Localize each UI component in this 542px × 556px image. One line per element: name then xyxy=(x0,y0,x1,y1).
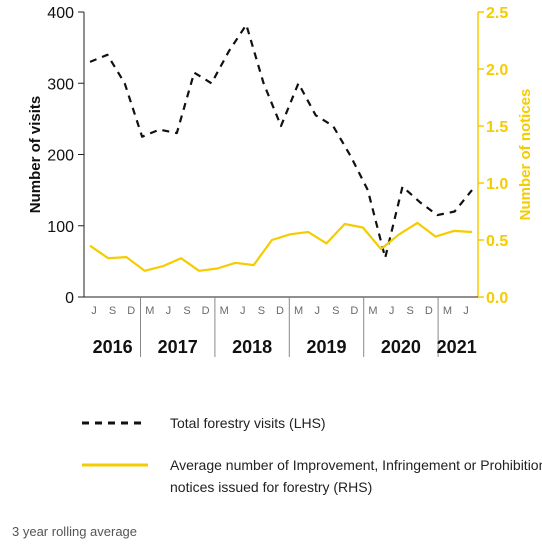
month-tick-label: M xyxy=(368,305,377,317)
month-tick-label: J xyxy=(166,305,172,317)
year-label: 2019 xyxy=(306,337,346,357)
year-label: 2018 xyxy=(232,337,272,357)
labels: 0 100 200 300 400 0.0 0.5 1.0 1.5 2.0 2.5 Number of… xyxy=(27,5,534,357)
right-tick-label: 1.0 xyxy=(486,176,508,193)
month-tick-label: S xyxy=(258,305,265,317)
legend-swatch-solid xyxy=(82,463,148,467)
month-tick-label: S xyxy=(109,305,116,317)
month-tick-label: D xyxy=(350,305,358,317)
chart: 0 100 200 300 400 0.0 0.5 1.0 1.5 2.0 2.5 Number of… xyxy=(27,5,534,357)
series-layer xyxy=(89,23,473,272)
left-tick-label: 200 xyxy=(47,148,74,165)
month-tick-label: M xyxy=(220,305,229,317)
year-label: 2020 xyxy=(381,337,421,357)
right-tick-label: 2.5 xyxy=(486,5,508,22)
month-tick-label: D xyxy=(127,305,135,317)
legend-swatch-dashed xyxy=(82,421,142,425)
month-tick-label: J xyxy=(463,305,469,317)
month-tick-label: J xyxy=(389,305,395,317)
year-label: 2017 xyxy=(158,337,198,357)
month-tick-label: M xyxy=(294,305,303,317)
right-tick-label: 2.0 xyxy=(486,62,508,79)
legend-label-visits: Total forestry visits (LHS) xyxy=(170,415,326,431)
month-tick-label: S xyxy=(332,305,339,317)
left-axis-title: Number of visits xyxy=(27,96,44,214)
year-label: 2016 xyxy=(93,337,133,357)
left-tick-label: 0 xyxy=(65,290,74,307)
axes xyxy=(78,11,484,357)
month-tick-label: D xyxy=(276,305,284,317)
left-tick-label: 300 xyxy=(47,76,74,93)
left-tick-label: 100 xyxy=(47,219,74,236)
left-tick-label: 400 xyxy=(47,5,74,22)
month-tick-label: S xyxy=(183,305,190,317)
right-axis-title: Number of notices xyxy=(517,89,534,221)
right-tick-label: 0.0 xyxy=(486,290,508,307)
month-tick-label: J xyxy=(240,305,246,317)
series-line-notices xyxy=(89,221,473,272)
year-label: 2021 xyxy=(437,337,477,357)
legend-label-notices: Average number of Improvement, Infringem… xyxy=(170,457,542,495)
right-tick-label: 1.5 xyxy=(486,119,508,136)
month-tick-label: M xyxy=(443,305,452,317)
month-tick-label: S xyxy=(407,305,414,317)
month-tick-label: D xyxy=(202,305,210,317)
footnote: 3 year rolling average xyxy=(12,524,138,539)
series-line-visits xyxy=(89,23,473,259)
right-tick-label: 0.5 xyxy=(486,233,508,250)
month-tick-label: J xyxy=(314,305,320,317)
month-tick-label: J xyxy=(91,305,97,317)
month-tick-label: D xyxy=(425,305,433,317)
month-tick-label: M xyxy=(145,305,154,317)
